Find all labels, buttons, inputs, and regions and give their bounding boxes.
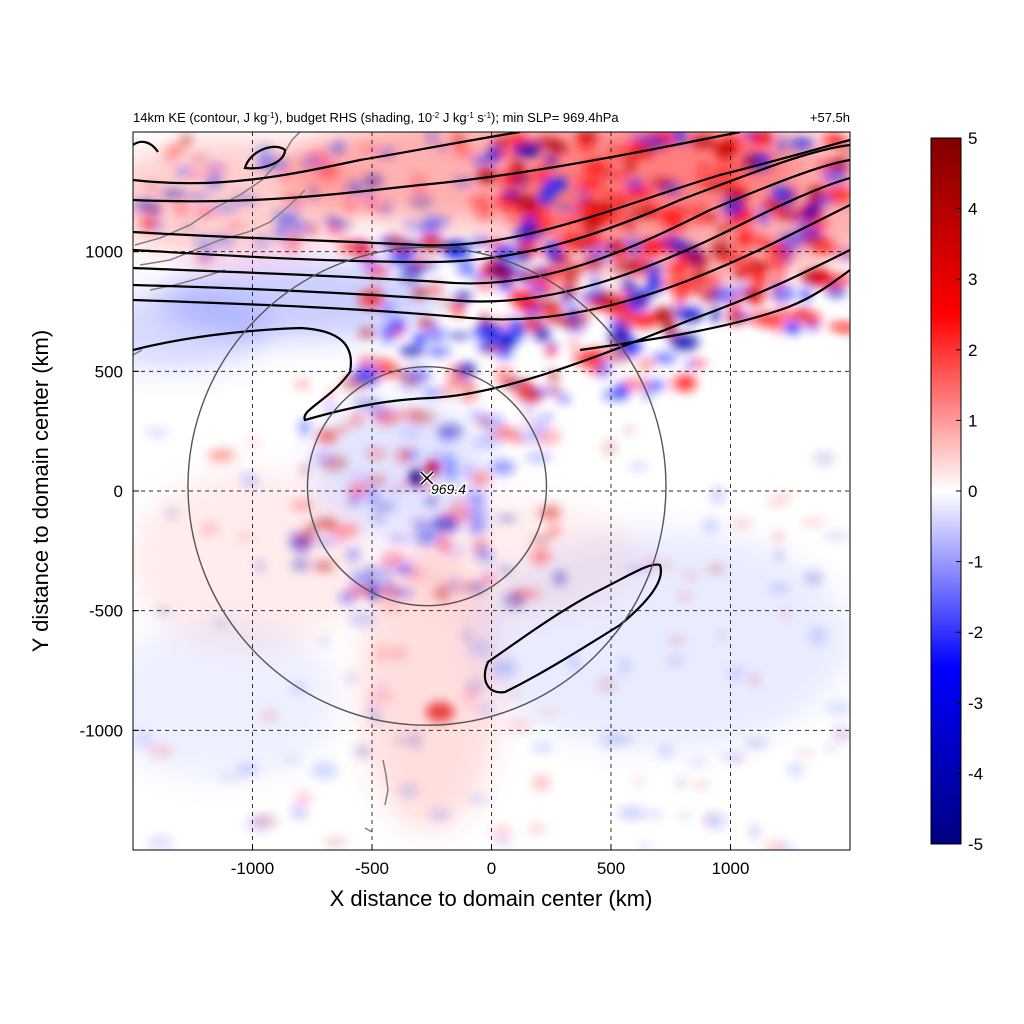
y-tick-label: -500 bbox=[89, 602, 123, 621]
x-tick-label: -1000 bbox=[231, 859, 274, 878]
colorbar-tick-label: 4 bbox=[968, 200, 977, 219]
rhs-shading-field bbox=[133, 132, 850, 850]
colorbar-ticks: 5 4 3 2 1 0 -1 -2 -3 -4 -5 bbox=[956, 129, 983, 854]
colorbar-tick-label: -3 bbox=[968, 694, 983, 713]
colorbar-tick-label: 1 bbox=[968, 411, 977, 430]
y-ticks: -1000 -500 0 500 1000 bbox=[80, 243, 139, 740]
y-tick-label: 0 bbox=[114, 482, 123, 501]
range-rings bbox=[187, 246, 667, 726]
colorbar-tick-label: 5 bbox=[968, 129, 977, 148]
storm-center: 969.4 bbox=[419, 470, 468, 499]
x-tick-label: 500 bbox=[597, 859, 625, 878]
ke-contours bbox=[133, 132, 850, 694]
y-tick-label: -1000 bbox=[80, 721, 123, 740]
colorbar-tick-label: -1 bbox=[968, 553, 983, 572]
colorbar: 5 4 3 2 1 0 -1 -2 -3 -4 -5 bbox=[930, 129, 983, 854]
colorbar-tick-label: 0 bbox=[968, 482, 977, 501]
y-axis-label: Y distance to domain center (km) bbox=[28, 330, 53, 652]
y-tick-label: 1000 bbox=[85, 243, 123, 262]
range-ring bbox=[306, 366, 548, 607]
min-slp-label: 969.4 bbox=[431, 481, 466, 497]
colorbar-tick-label: 2 bbox=[968, 341, 977, 360]
forecast-time-label: +57.5h bbox=[810, 110, 850, 125]
chart-title: 14km KE (contour, J kg-1), budget RHS (s… bbox=[133, 110, 619, 125]
x-tick-label: 0 bbox=[487, 859, 496, 878]
colorbar-gradient bbox=[930, 137, 962, 845]
x-tick-label: -500 bbox=[355, 859, 389, 878]
range-ring bbox=[187, 246, 667, 726]
x-ticks: -1000 -500 0 500 1000 bbox=[231, 844, 750, 878]
x-axis-label: X distance to domain center (km) bbox=[330, 886, 653, 911]
y-tick-label: 500 bbox=[95, 362, 123, 381]
colorbar-tick-label: 3 bbox=[968, 270, 977, 289]
colorbar-tick-label: -5 bbox=[968, 835, 983, 854]
colorbar-tick-label: -4 bbox=[968, 764, 983, 783]
plot-area: 969.4 bbox=[133, 132, 850, 850]
colorbar-tick-label: -2 bbox=[968, 623, 983, 642]
x-tick-label: 1000 bbox=[712, 859, 750, 878]
